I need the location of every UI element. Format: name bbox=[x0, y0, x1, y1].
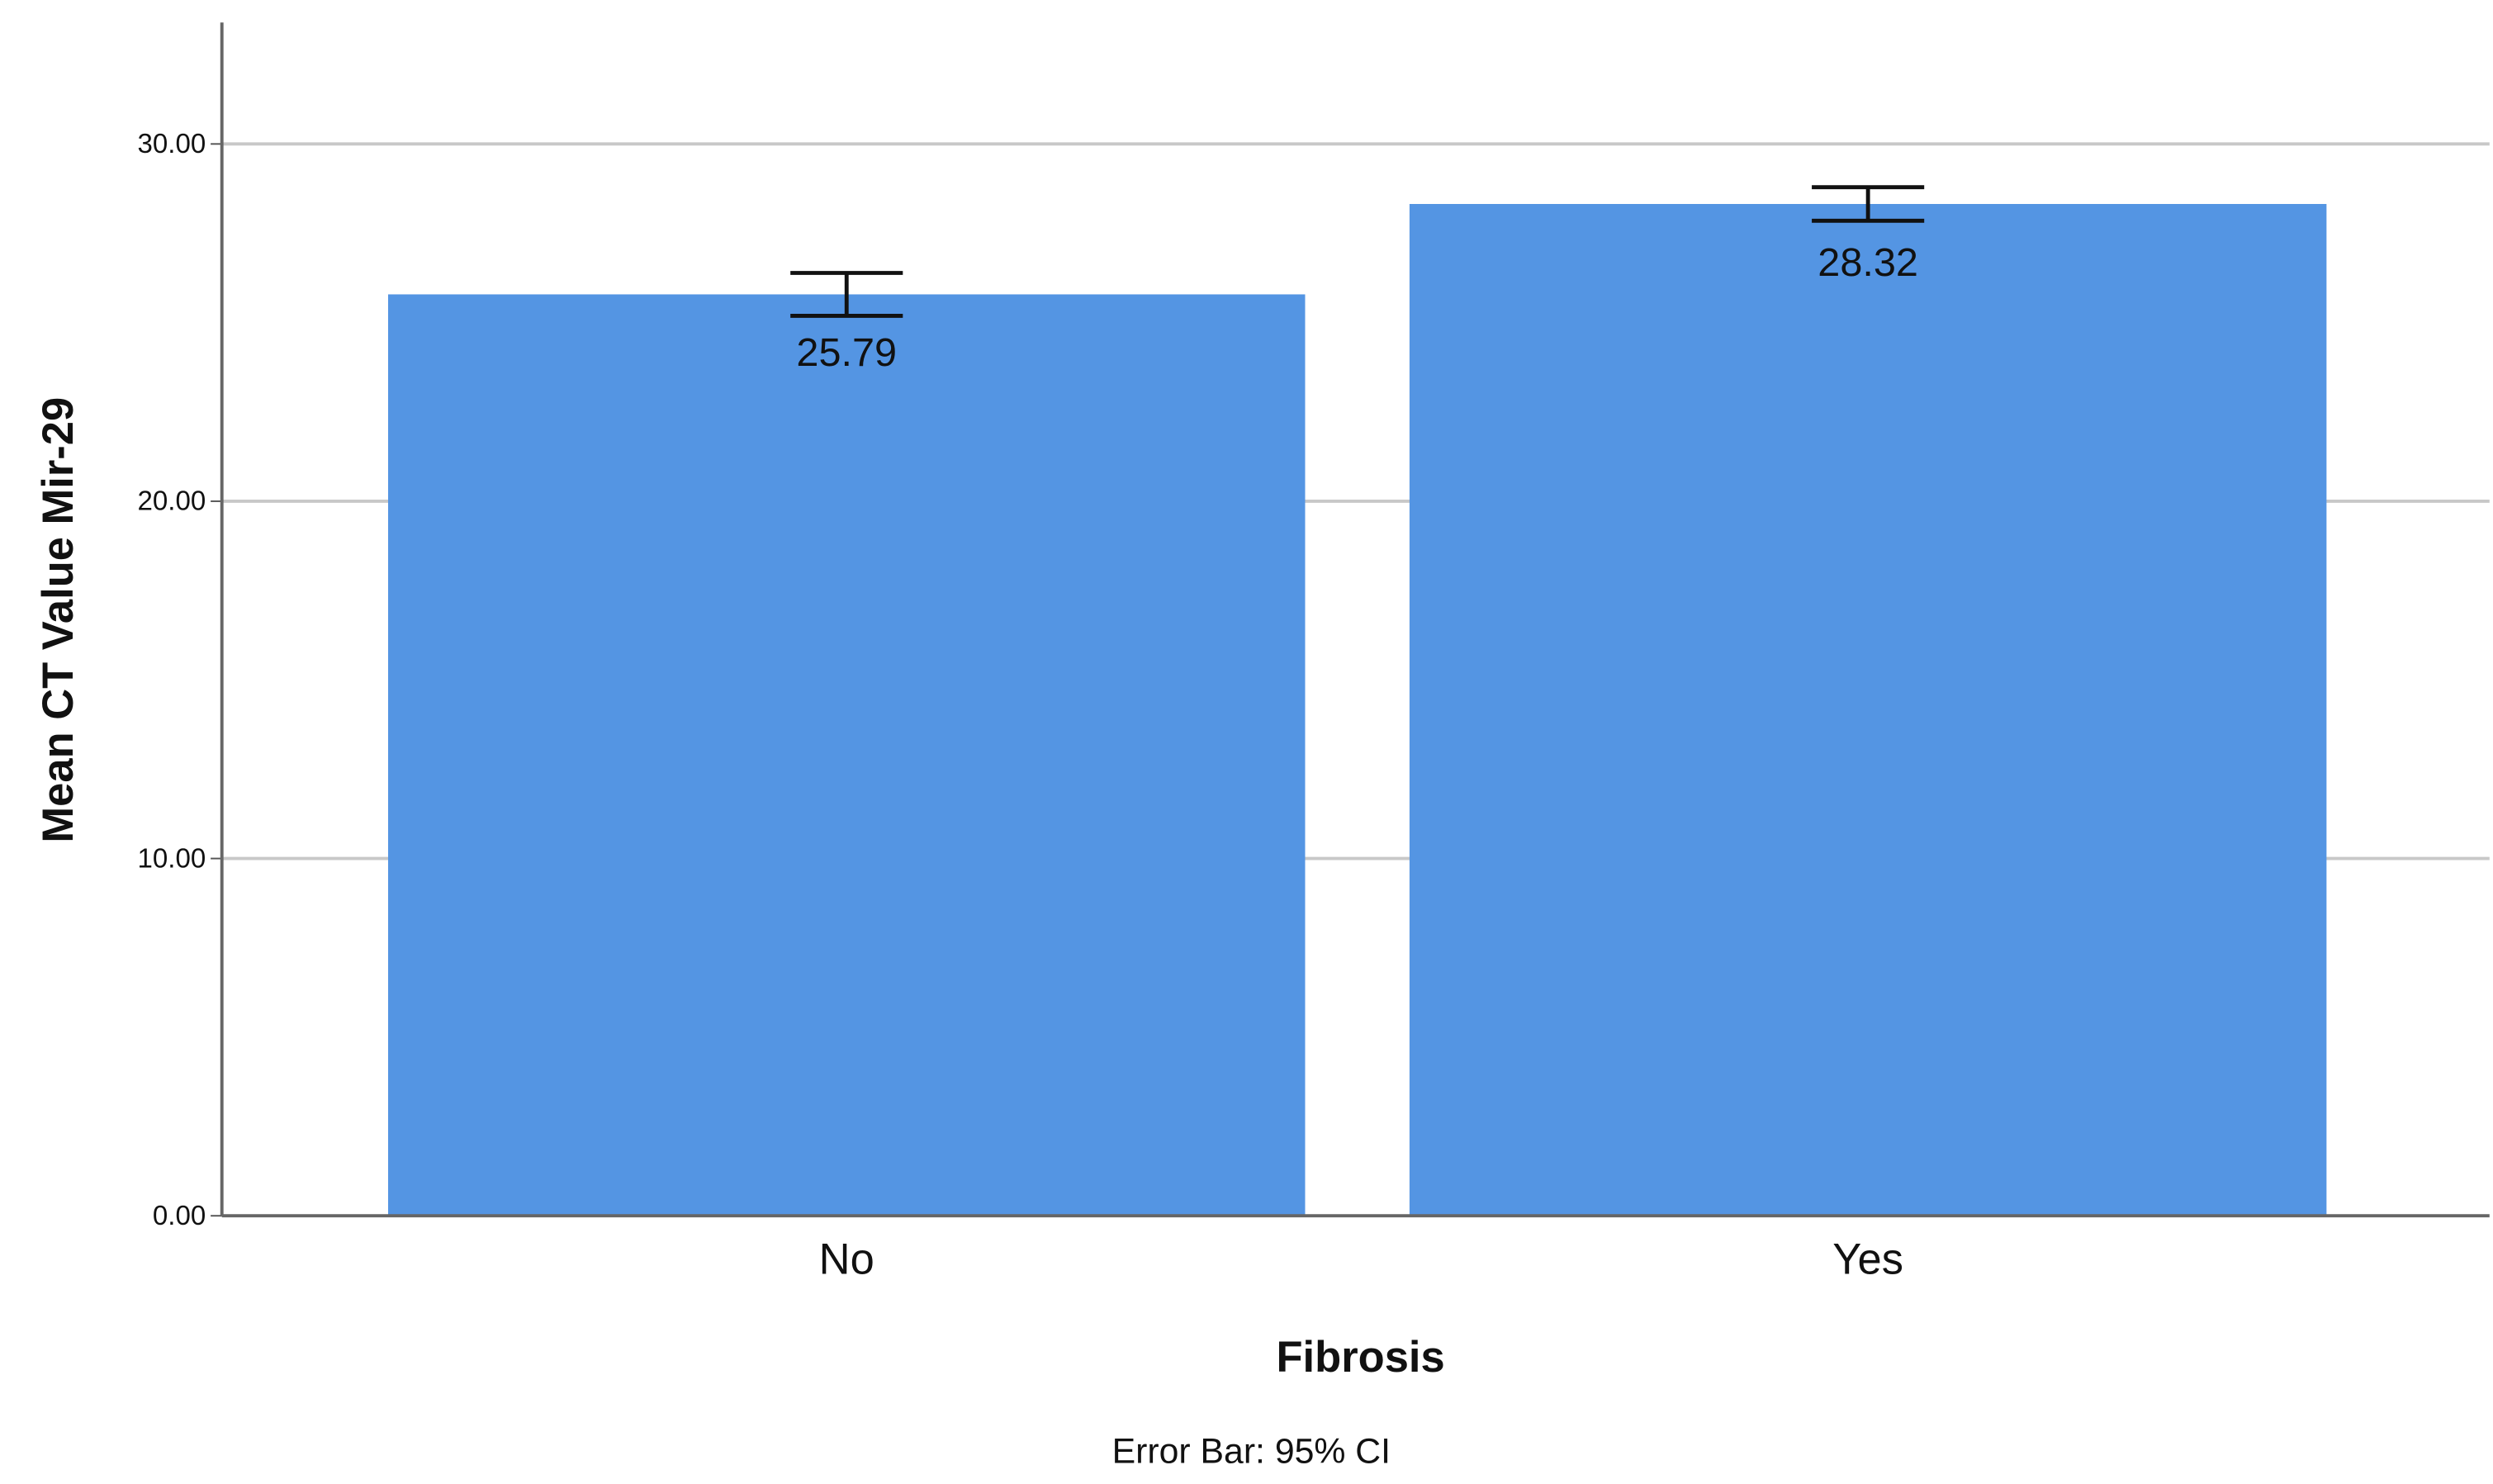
bar bbox=[388, 294, 1306, 1216]
data-label: 28.32 bbox=[1818, 240, 1918, 285]
x-axis-title: Fibrosis bbox=[1276, 1333, 1444, 1382]
footnote: Error Bar: 95% CI bbox=[1112, 1431, 1391, 1471]
error-bar bbox=[1812, 185, 1925, 223]
y-tick-label: 20.00 bbox=[138, 486, 206, 517]
y-axis-title: Mean CT Value Mir-29 bbox=[34, 397, 83, 843]
x-tick-label: Yes bbox=[1832, 1235, 1903, 1283]
bar bbox=[1409, 204, 2327, 1216]
x-tick-label: No bbox=[819, 1235, 874, 1283]
y-tick-label: 0.00 bbox=[153, 1201, 206, 1231]
data-label: 25.79 bbox=[796, 330, 897, 375]
y-tick-label: 10.00 bbox=[138, 843, 206, 874]
y-tick-label: 30.00 bbox=[138, 129, 206, 159]
error-bar bbox=[790, 271, 903, 318]
